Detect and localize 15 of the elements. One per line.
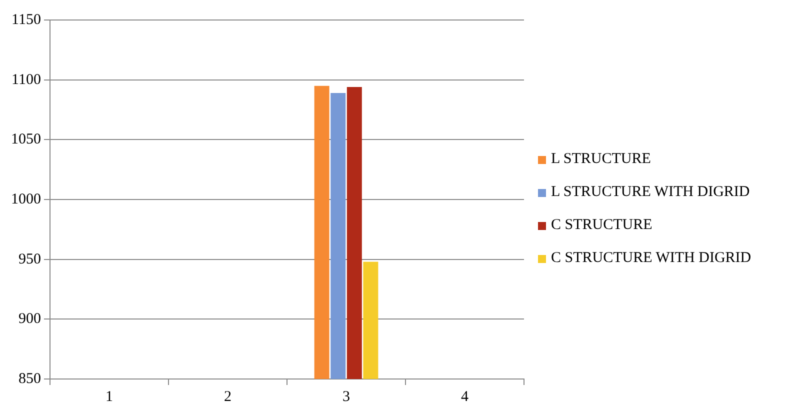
x-tick-label: 4 [461,388,469,405]
y-tick-label: 950 [18,251,41,268]
y-tick-label: 1000 [11,191,41,208]
x-tick-label: 3 [342,388,350,405]
y-tick-label: 1150 [12,12,41,28]
legend-label: C STRUCTURE WITH DIGRID [551,250,752,266]
legend-label: L STRUCTURE WITH DIGRID [551,184,750,200]
legend-label: C STRUCTURE [551,216,652,234]
legend-label: L STRUCTURE [551,150,651,168]
y-tick-label: 850 [18,370,41,387]
y-tick-label: 900 [18,311,41,328]
x-tick-label: 1 [106,388,113,405]
x-tick-label: 2 [224,388,232,405]
y-tick-label: 1100 [12,72,41,88]
y-tick-label: 1050 [11,132,41,148]
